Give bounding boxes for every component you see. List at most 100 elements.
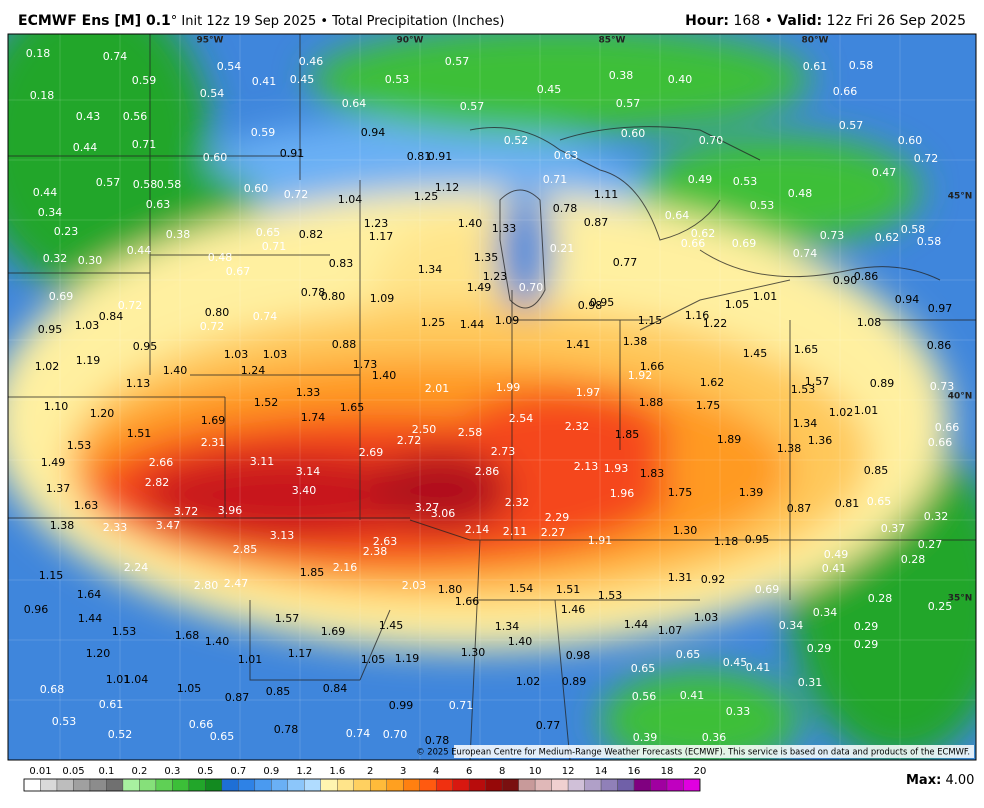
point-value: 1.23: [364, 217, 389, 230]
longitude-label: 80°W: [802, 36, 829, 46]
point-value: 2.85: [233, 543, 258, 556]
point-value: 3.14: [296, 465, 321, 478]
color-legend: 0.01 0.05 0.1 0.2 0.3 0.5 0.7 0.9 1.2 1.6 2 3 4 6 8 10 1…: [23, 766, 706, 792]
point-value: 0.58: [157, 178, 182, 191]
point-value: 1.01: [238, 653, 263, 666]
point-value: 1.17: [288, 647, 313, 660]
longitude-label: 95°W: [197, 36, 224, 46]
point-value: 1.09: [495, 314, 520, 327]
legend-label: 0.3: [164, 766, 180, 777]
latitude-label: 35°N: [948, 594, 973, 604]
point-value: 1.64: [77, 588, 102, 601]
point-value: 1.20: [90, 407, 115, 420]
point-value: 2.80: [194, 579, 219, 592]
point-value: 0.66: [189, 718, 214, 731]
point-value: 1.80: [438, 583, 463, 596]
point-value: 0.46: [299, 55, 324, 68]
point-value: 1.53: [598, 589, 623, 602]
point-value: 0.41: [680, 689, 705, 702]
point-value: 2.29: [545, 511, 570, 524]
legend-swatch: [650, 778, 668, 792]
point-value: 3.96: [218, 504, 243, 517]
point-value: 1.73: [353, 358, 378, 371]
point-value: 1.54: [509, 582, 534, 595]
point-value: 0.71: [449, 699, 474, 712]
point-value: 1.62: [700, 376, 725, 389]
point-value: 0.74: [793, 247, 818, 260]
point-value: 1.37: [46, 482, 71, 495]
point-value: 1.30: [673, 524, 698, 537]
point-value: 0.59: [251, 126, 276, 139]
legend-swatch: [172, 778, 190, 792]
description: ° Init 12z 19 Sep 2025 • Total Precipita…: [171, 14, 505, 29]
legend-label: 1.2: [296, 766, 312, 777]
point-value: 0.48: [208, 251, 233, 264]
legend-swatch: [353, 778, 371, 792]
point-value: 1.65: [794, 343, 819, 356]
point-value: 1.91: [588, 534, 613, 547]
point-value: 1.07: [658, 624, 683, 637]
point-value: 0.95: [590, 296, 615, 309]
legend-label: 0.1: [98, 766, 114, 777]
point-value: 0.21: [550, 242, 575, 255]
point-value: 0.57: [460, 100, 485, 113]
legend-label: 12: [562, 766, 575, 777]
point-value: 1.57: [805, 375, 830, 388]
legend-label: 4: [433, 766, 439, 777]
point-value: 2.58: [458, 426, 483, 439]
point-value: 2.47: [224, 577, 249, 590]
point-value: 1.35: [474, 251, 499, 264]
point-value: 1.19: [395, 652, 420, 665]
precip-shading: [8, 34, 976, 760]
point-value: 2.33: [103, 521, 128, 534]
point-value: 1.38: [623, 335, 648, 348]
point-value: 1.41: [566, 338, 591, 351]
legend-swatch: [370, 778, 387, 792]
point-value: 1.24: [241, 364, 266, 377]
point-value: 1.15: [638, 314, 663, 327]
point-value: 2.82: [145, 476, 170, 489]
point-value: 0.95: [745, 533, 770, 546]
point-value: 1.05: [177, 682, 202, 695]
point-value: 1.39: [739, 486, 764, 499]
point-value: 0.86: [927, 339, 952, 352]
point-value: 0.87: [225, 691, 250, 704]
point-value: 0.45: [537, 83, 562, 96]
point-value: 1.05: [725, 298, 750, 311]
point-value: 1.92: [628, 369, 653, 382]
point-value: 1.45: [379, 619, 404, 632]
point-value: 0.58: [133, 178, 158, 191]
legend-label: 0.9: [263, 766, 279, 777]
point-value: 1.01: [106, 673, 131, 686]
point-value: 1.53: [791, 383, 816, 396]
point-value: 1.53: [67, 439, 92, 452]
legend-label: 8: [499, 766, 505, 777]
point-value: 0.65: [631, 662, 656, 675]
point-value: 0.18: [30, 89, 55, 102]
point-value: 0.38: [166, 228, 191, 241]
point-value: 0.67: [226, 265, 251, 278]
point-value: 0.41: [822, 562, 847, 575]
legend-swatch: [106, 778, 124, 792]
point-value: 0.54: [200, 87, 225, 100]
point-value: 2.63: [373, 535, 398, 548]
point-value: 0.32: [43, 252, 68, 265]
point-value: 0.65: [676, 648, 701, 661]
point-value: 1.17: [369, 230, 394, 243]
point-value: 1.20: [86, 647, 111, 660]
point-value: 0.99: [389, 699, 414, 712]
point-value: 1.85: [300, 566, 325, 579]
hour-value: 168: [733, 13, 760, 29]
point-value: 0.92: [701, 573, 726, 586]
point-value: 0.70: [699, 134, 724, 147]
legend-label: 0.5: [197, 766, 213, 777]
point-value: 0.64: [665, 209, 690, 222]
point-value: 1.02: [516, 675, 541, 688]
point-value: 0.32: [924, 510, 949, 523]
point-value: 0.53: [52, 715, 77, 728]
point-value: 1.33: [492, 222, 517, 235]
point-value: 0.41: [252, 75, 277, 88]
legend-swatch: [122, 778, 140, 792]
point-value: 1.25: [421, 316, 446, 329]
header-right: Hour: 168 • Valid: 12z Fri 26 Sep 2025: [685, 13, 966, 29]
